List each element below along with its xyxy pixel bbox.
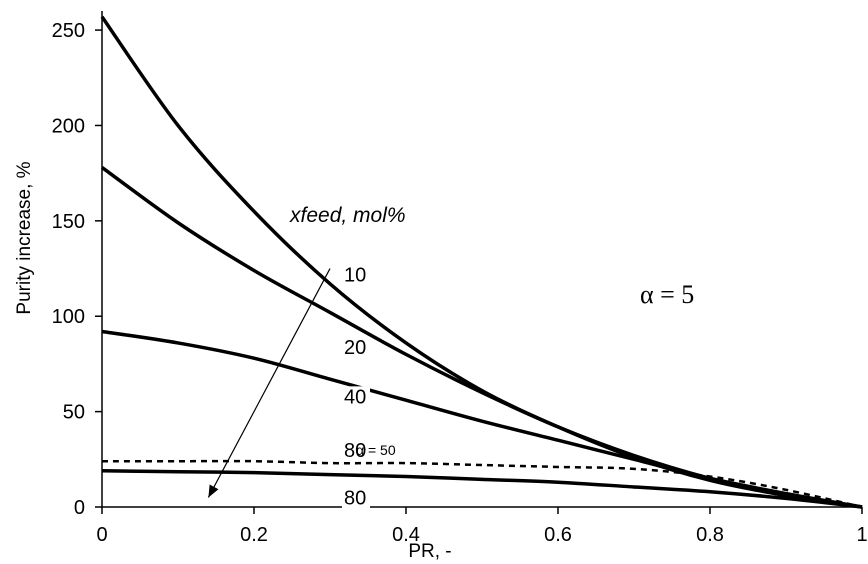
curve-label: 80 <box>344 440 366 462</box>
y-tick-label: 0 <box>74 497 85 519</box>
curve-label-bg <box>342 336 370 358</box>
alpha-dashed-annotation: α = 50 <box>356 442 396 458</box>
curve-label-bg <box>342 264 370 286</box>
alpha-main-annotation: α = 5 <box>640 280 694 309</box>
labels: 10 20 40 80 80 <box>342 264 370 509</box>
curve-label-bg <box>342 439 370 461</box>
x-axis: 0 0.2 0.4 0.6 0.8 1 <box>96 506 868 546</box>
x-tick-label: 0.4 <box>392 524 420 546</box>
curve-label: 80 <box>344 487 366 509</box>
y-axis-title: Purity increase, % <box>14 161 35 314</box>
x-tick-label: 0.8 <box>696 524 724 546</box>
arrow-label: xfeed, mol% <box>289 204 406 227</box>
y-tick-label: 250 <box>52 20 85 42</box>
series-line-80 <box>101 469 863 509</box>
x-axis-title: PR, - <box>408 541 451 562</box>
curve-label: 20 <box>344 337 366 359</box>
arrow-line <box>207 268 331 498</box>
curve-label: 40 <box>344 386 366 408</box>
series-line-10 <box>100 15 863 509</box>
curve-label-bg <box>342 487 370 509</box>
y-axis: 0 50 100 150 200 250 <box>52 11 103 519</box>
x-tick-label: 0 <box>96 524 107 546</box>
series-line-20 <box>100 166 863 509</box>
y-tick-label: 50 <box>63 402 85 424</box>
series-line-40 <box>101 329 863 509</box>
x-tick-label: 1 <box>856 524 867 546</box>
y-tick-label: 150 <box>52 211 85 233</box>
series-line-80-dashed <box>102 459 863 509</box>
arrow-head <box>208 484 219 498</box>
y-tick-label: 100 <box>52 306 85 328</box>
y-tick-label: 200 <box>52 115 85 137</box>
curve-label-bg <box>342 386 370 408</box>
x-tick-label: 0.2 <box>240 524 268 546</box>
x-tick-label: 0.6 <box>544 524 572 546</box>
curves <box>100 15 863 509</box>
curve-label: 10 <box>344 264 366 286</box>
